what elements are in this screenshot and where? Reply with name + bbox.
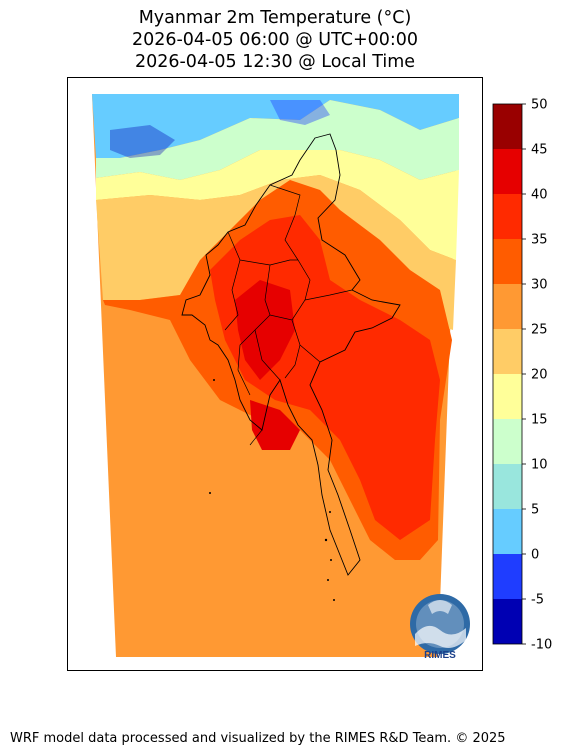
map-frame <box>67 77 483 671</box>
north-cold-region <box>92 94 459 158</box>
colorbar-segment <box>493 464 522 509</box>
colorbar-tick-label: 0 <box>531 548 539 563</box>
north-cold-patch <box>110 125 175 158</box>
rimes-logo-text: RIMES <box>424 650 456 661</box>
colorbar-tick-label: 10 <box>531 458 548 473</box>
region-lines <box>224 184 353 446</box>
colorbar-segment <box>493 329 522 374</box>
colorbar-segment <box>493 284 522 329</box>
map-title-line-3: 2026-04-05 12:30 @ Local Time <box>134 52 416 72</box>
colorbar-tick-label: 5 <box>531 503 539 518</box>
colorbar-segment <box>493 599 522 644</box>
north-cold-patch-2 <box>270 100 330 125</box>
map-title-line-2: 2026-04-05 06:00 @ UTC+00:00 <box>131 30 419 50</box>
colorbar-tick-label: 50 <box>531 98 548 113</box>
colorbar-tick-label: 30 <box>531 278 548 293</box>
land-hottest-region <box>235 280 300 450</box>
colorbar-segment <box>493 104 522 149</box>
colorbar-segment <box>493 149 522 194</box>
myanmar-border <box>181 133 401 576</box>
colorbar-tick-label: 35 <box>531 233 548 248</box>
colorbar-segment <box>493 419 522 464</box>
colorbar-tick-label: 25 <box>531 323 548 338</box>
colorbar-tick-label: 40 <box>531 188 548 203</box>
rimes-logo: RIMES <box>410 594 470 661</box>
colorbar-tick-label: -5 <box>531 593 544 608</box>
colorbar-segment <box>493 374 522 419</box>
colorbar-segment <box>493 554 522 599</box>
north-cool-region <box>96 100 459 180</box>
map-title-line-1: Myanmar 2m Temperature (°C) <box>138 8 412 28</box>
colorbar-segment <box>493 509 522 554</box>
islands <box>209 379 335 601</box>
colorbar-tick-label: 45 <box>531 143 548 158</box>
colorbar-segment <box>493 194 522 239</box>
colorbar-segment <box>493 239 522 284</box>
colorbar-tick-label: -10 <box>531 638 552 653</box>
colorbar-tick-label: 15 <box>531 413 548 428</box>
footer-credit: WRF model data processed and visualized … <box>10 731 506 746</box>
colorbar-tick-label: 20 <box>531 368 548 383</box>
north-mild-region <box>96 150 459 260</box>
